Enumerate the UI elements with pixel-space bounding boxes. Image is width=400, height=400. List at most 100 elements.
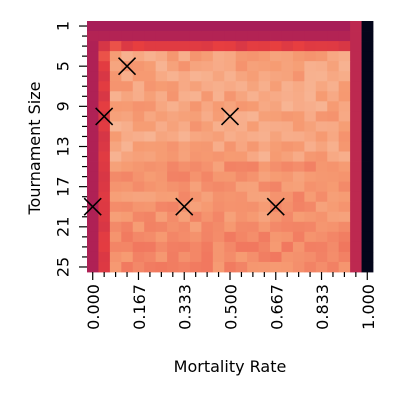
heatmap-cell xyxy=(270,21,282,32)
heatmap-cell xyxy=(155,151,168,162)
heatmap-cell xyxy=(189,31,202,42)
heatmap-cell xyxy=(144,151,157,162)
heatmap-cell xyxy=(87,211,99,223)
heatmap-cell xyxy=(338,211,351,223)
heatmap-cell xyxy=(338,21,351,32)
x-tick-label: 0.667 xyxy=(267,284,286,330)
heatmap-cell xyxy=(212,81,225,92)
heatmap-cell xyxy=(258,91,271,102)
heatmap-cell xyxy=(247,151,259,162)
heatmap-cell xyxy=(224,101,237,112)
heatmap-cell xyxy=(338,71,351,82)
y-axis-label: Tournament Size xyxy=(25,82,44,216)
heatmap-cell xyxy=(361,191,374,203)
heatmap-cell xyxy=(361,171,374,183)
heatmap-cell xyxy=(361,111,374,122)
heatmap-cell xyxy=(132,51,145,62)
heatmap-cell xyxy=(270,121,282,132)
heatmap-cell xyxy=(224,181,237,193)
heatmap-cell xyxy=(109,41,122,52)
heatmap-cell xyxy=(189,181,202,193)
heatmap-cell xyxy=(212,171,225,183)
heatmap-cell xyxy=(350,71,362,82)
heatmap-cell xyxy=(224,251,237,263)
heatmap-cell xyxy=(121,191,134,203)
heatmap-cell xyxy=(201,251,214,263)
heatmap-cell xyxy=(109,201,122,213)
heatmap-cell xyxy=(201,221,214,233)
heatmap-cell xyxy=(235,121,248,132)
heatmap-cell xyxy=(212,181,225,193)
heatmap-cell xyxy=(178,241,191,253)
heatmap-cell xyxy=(315,151,328,162)
heatmap-cell xyxy=(258,131,271,142)
heatmap-cell xyxy=(109,251,122,263)
heatmap-cell xyxy=(292,241,305,253)
heatmap-cell xyxy=(178,261,191,273)
heatmap-cell xyxy=(292,121,305,132)
heatmap-cell xyxy=(167,161,179,172)
heatmap-cell xyxy=(292,31,305,42)
heatmap-cell xyxy=(327,201,340,213)
heatmap-cell xyxy=(235,131,248,142)
heatmap-cell xyxy=(132,261,145,273)
heatmap-cell xyxy=(327,171,340,183)
heatmap-cell xyxy=(167,191,179,203)
heatmap-cell xyxy=(155,31,168,42)
heatmap-cell xyxy=(315,121,328,132)
heatmap-cell xyxy=(270,191,282,203)
heatmap-cell xyxy=(87,101,99,112)
heatmap-cell xyxy=(258,41,271,52)
heatmap-cell xyxy=(109,181,122,193)
heatmap-cell xyxy=(121,161,134,172)
heatmap-cell xyxy=(338,81,351,92)
heatmap-cell xyxy=(235,41,248,52)
heatmap-cell xyxy=(304,181,317,193)
heatmap-cell xyxy=(201,261,214,273)
heatmap-cell xyxy=(144,81,157,92)
heatmap-cell xyxy=(178,181,191,193)
heatmap-cell xyxy=(121,251,134,263)
heatmap-cell xyxy=(361,231,374,243)
heatmap-cell xyxy=(350,191,362,203)
heatmap-cell xyxy=(304,101,317,112)
heatmap-cell xyxy=(144,31,157,42)
heatmap-cell xyxy=(109,111,122,122)
heatmap-cell xyxy=(258,151,271,162)
heatmap-cell xyxy=(201,71,214,82)
heatmap-cell xyxy=(247,61,259,72)
heatmap-cell xyxy=(132,141,145,152)
heatmap-cell xyxy=(155,201,168,213)
heatmap-cell xyxy=(212,151,225,162)
heatmap-cell xyxy=(224,81,237,92)
heatmap-cell xyxy=(178,131,191,142)
heatmap-cell xyxy=(338,191,351,203)
heatmap-cell xyxy=(155,111,168,122)
heatmap-cell xyxy=(304,201,317,213)
heatmap-cell xyxy=(235,161,248,172)
heatmap-cell xyxy=(338,261,351,273)
heatmap-cell xyxy=(338,221,351,233)
heatmap-cell xyxy=(109,151,122,162)
x-marker xyxy=(83,197,102,216)
heatmap-cell xyxy=(189,221,202,233)
heatmap-cell xyxy=(235,251,248,263)
heatmap-cell xyxy=(304,251,317,263)
heatmap-cell xyxy=(167,261,179,273)
heatmap-cell xyxy=(87,151,99,162)
heatmap-cell xyxy=(144,131,157,142)
heatmap-cell xyxy=(212,71,225,82)
heatmap-cell xyxy=(109,211,122,223)
heatmap-cell xyxy=(155,181,168,193)
heatmap-cell xyxy=(155,241,168,253)
heatmap-cell xyxy=(87,231,99,243)
heatmap-cell xyxy=(212,201,225,213)
heatmap-cell xyxy=(189,141,202,152)
heatmap-cell xyxy=(281,201,294,213)
x-axis-label: Mortality Rate xyxy=(174,357,287,376)
heatmap-cell xyxy=(235,241,248,253)
heatmap-cell xyxy=(132,31,145,42)
x-tick-label: 0.167 xyxy=(130,284,149,330)
heatmap-cell xyxy=(121,141,134,152)
heatmap-cell xyxy=(281,31,294,42)
